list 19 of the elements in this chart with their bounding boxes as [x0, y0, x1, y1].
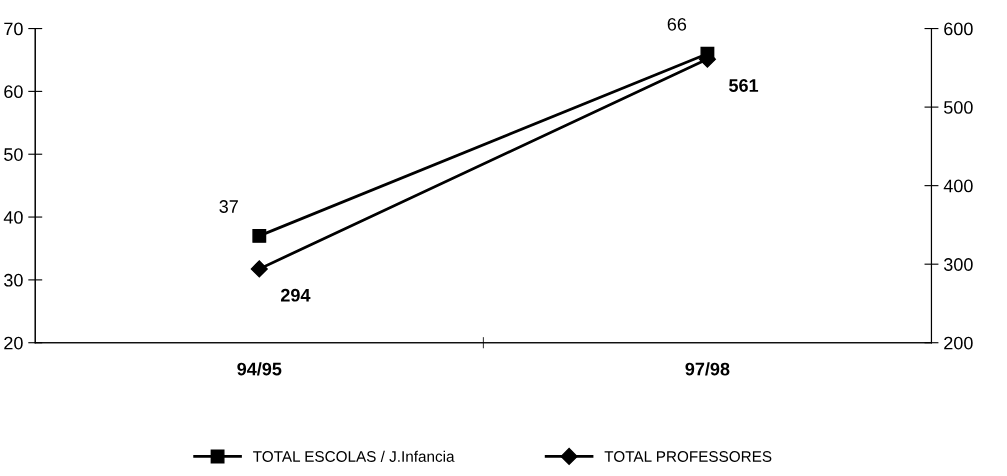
data-label: 66 — [667, 17, 687, 31]
y2-tick-label: 400 — [943, 179, 973, 193]
x-tick-label: 94/95 — [237, 362, 282, 376]
y-tick-label: 20 — [4, 336, 23, 350]
data-label: 561 — [729, 79, 759, 92]
y2-tick-label: 200 — [944, 336, 973, 350]
y-tick-label: 50 — [4, 148, 23, 161]
y2-tick-label: 600 — [944, 22, 973, 36]
x-tick-label: 97/98 — [685, 362, 730, 376]
y-tick-label: 30 — [4, 273, 23, 287]
legend-label: TOTAL ESCOLAS / J.Infancia — [253, 450, 455, 462]
legend-label: TOTAL PROFESSORES — [604, 451, 772, 462]
y2-tick-label: 500 — [944, 101, 973, 114]
y-tick-label: 60 — [4, 85, 23, 99]
y-tick-label: 40 — [3, 210, 23, 224]
data-label: 294 — [280, 288, 311, 302]
data-label: 37 — [219, 200, 238, 213]
y-tick-label: 70 — [4, 22, 23, 36]
y2-tick-label: 300 — [943, 258, 973, 271]
